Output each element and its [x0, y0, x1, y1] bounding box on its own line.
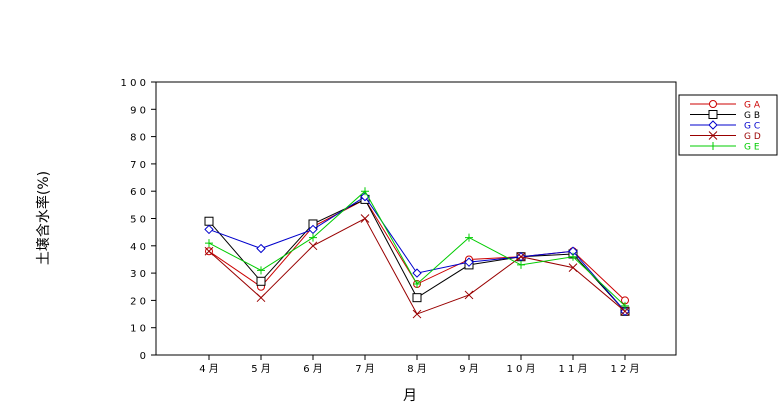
legend-item: G B [690, 110, 760, 121]
data-point-plus [257, 266, 265, 275]
y-tick-label: 2 0 [130, 296, 146, 307]
y-tick-label: 3 0 [130, 269, 146, 280]
legend-item: G A [690, 100, 761, 111]
legend-label: G E [744, 143, 760, 153]
data-point-plus [309, 233, 317, 242]
data-point-plus [205, 239, 213, 248]
series-layer [204, 187, 630, 319]
data-point-diamond [204, 224, 214, 235]
data-point-square [204, 216, 214, 226]
x-tick-label: 1 0 月 [506, 363, 535, 375]
data-point-plus [465, 233, 473, 242]
x-tick-label: 1 1 月 [558, 363, 587, 375]
data-point-plus [709, 142, 717, 150]
y-tick-label: 7 0 [130, 160, 146, 171]
series-ge [205, 187, 629, 310]
x-axis-title: 月 [403, 388, 417, 404]
y-tick-label: 5 0 [130, 215, 146, 226]
data-point-plus [569, 252, 577, 261]
y-tick-label: 4 0 [130, 242, 146, 253]
legend-label: G A [744, 101, 761, 111]
data-point-x [516, 252, 526, 262]
series-gd [204, 214, 630, 319]
legend-label: G C [744, 122, 760, 132]
legend-label: G D [744, 132, 761, 142]
data-point-x [360, 214, 370, 223]
y-tick-label: 1 0 [130, 324, 146, 335]
y-tick-label: 8 0 [130, 133, 146, 144]
y-axis-title: 土壌含水率(%) [35, 171, 52, 265]
x-tick-label: 7 月 [355, 363, 375, 375]
data-point-x [620, 306, 630, 316]
data-point-diamond [256, 243, 266, 254]
y-tick-label: 0 [140, 351, 146, 362]
data-point-x [204, 246, 214, 256]
x-tick-label: 1 2 月 [610, 363, 639, 375]
x-tick-label: 5 月 [251, 363, 271, 375]
x-axis: 4 月 5 月 6 月 7 月 8 月 9 月 1 0 月 1 1 月 1 2 月 [199, 355, 640, 375]
data-point-x [708, 131, 718, 140]
y-tick-label: 9 0 [130, 105, 146, 116]
data-point-plus [621, 301, 629, 310]
y-tick-label: 1 0 0 [121, 78, 146, 89]
x-tick-label: 4 月 [199, 363, 219, 375]
data-point-diamond [464, 257, 474, 267]
data-point-square [708, 110, 718, 119]
data-point-plus [517, 260, 525, 269]
data-point-x [256, 293, 266, 303]
data-point-square [412, 293, 422, 303]
legend-item: G C [690, 120, 760, 132]
legend-label: G B [744, 111, 760, 121]
data-point-plus [361, 187, 369, 196]
data-point-diamond [308, 224, 318, 235]
data-point-diamond [412, 268, 422, 278]
data-point-square [256, 276, 266, 286]
x-tick-label: 6 月 [303, 363, 323, 375]
y-tick-label: 6 0 [130, 187, 146, 198]
x-tick-label: 8 月 [407, 363, 427, 375]
data-point-x [412, 309, 422, 319]
legend-item: G E [690, 142, 760, 153]
data-point-diamond [708, 120, 718, 130]
legend: G AG BG CG DG E [678, 94, 778, 156]
plot-area [155, 81, 677, 356]
legend-item: G D [690, 131, 761, 142]
data-point-x [568, 263, 578, 272]
data-point-x [464, 290, 474, 300]
x-tick-label: 9 月 [459, 363, 479, 375]
data-point-x [308, 241, 318, 251]
data-point-circle [709, 100, 717, 108]
data-point-plus [413, 280, 421, 289]
y-axis: 0 1 0 2 0 3 0 4 0 5 0 6 0 7 0 8 0 9 0 1 0 0 [121, 78, 156, 362]
